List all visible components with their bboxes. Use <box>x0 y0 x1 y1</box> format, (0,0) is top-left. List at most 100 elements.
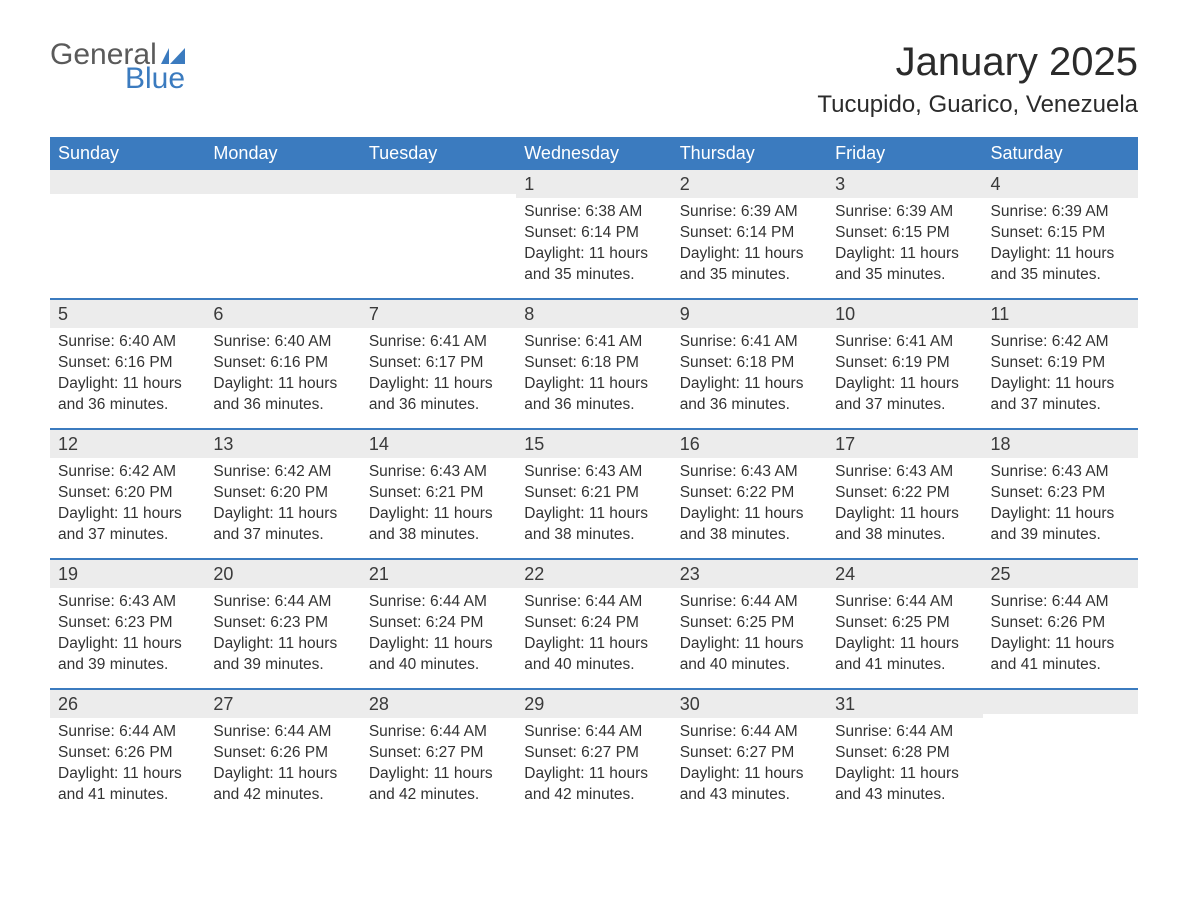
day-number: 10 <box>827 300 982 328</box>
daylight-line-2: and 35 minutes. <box>991 265 1130 286</box>
day-cell: 10Sunrise: 6:41 AMSunset: 6:19 PMDayligh… <box>827 300 982 428</box>
sunset-line: Sunset: 6:21 PM <box>369 483 508 504</box>
daylight-line-2: and 38 minutes. <box>369 525 508 546</box>
sunset-line: Sunset: 6:15 PM <box>835 223 974 244</box>
sunrise-line: Sunrise: 6:44 AM <box>58 722 197 743</box>
day-cell: 5Sunrise: 6:40 AMSunset: 6:16 PMDaylight… <box>50 300 205 428</box>
day-cell: 31Sunrise: 6:44 AMSunset: 6:28 PMDayligh… <box>827 690 982 818</box>
daylight-line-1: Daylight: 11 hours <box>524 764 663 785</box>
daylight-line-1: Daylight: 11 hours <box>835 504 974 525</box>
sunrise-line: Sunrise: 6:44 AM <box>524 592 663 613</box>
day-cell: 21Sunrise: 6:44 AMSunset: 6:24 PMDayligh… <box>361 560 516 688</box>
daylight-line-1: Daylight: 11 hours <box>524 374 663 395</box>
day-cell: 7Sunrise: 6:41 AMSunset: 6:17 PMDaylight… <box>361 300 516 428</box>
sunset-line: Sunset: 6:26 PM <box>213 743 352 764</box>
sunset-line: Sunset: 6:25 PM <box>680 613 819 634</box>
day-number: 12 <box>50 430 205 458</box>
daylight-line-1: Daylight: 11 hours <box>991 374 1130 395</box>
sunset-line: Sunset: 6:17 PM <box>369 353 508 374</box>
sunset-line: Sunset: 6:23 PM <box>991 483 1130 504</box>
sunrise-line: Sunrise: 6:44 AM <box>524 722 663 743</box>
week-row: 1Sunrise: 6:38 AMSunset: 6:14 PMDaylight… <box>50 170 1138 298</box>
sunrise-line: Sunrise: 6:42 AM <box>213 462 352 483</box>
day-cell: 12 Sunrise: 6:42 AMSunset: 6:20 PMDayligh… <box>50 430 205 558</box>
day-number: 16 <box>672 430 827 458</box>
daylight-line-2: and 38 minutes. <box>680 525 819 546</box>
sunset-line: Sunset: 6:24 PM <box>524 613 663 634</box>
daylight-line-2: and 38 minutes. <box>524 525 663 546</box>
sunrise-line: Sunrise: 6:39 AM <box>991 202 1130 223</box>
weekday-header: Thursday <box>672 137 827 170</box>
day-number: 5 <box>50 300 205 328</box>
day-number: 22 <box>516 560 671 588</box>
day-cell <box>50 170 205 298</box>
daylight-line-1: Daylight: 11 hours <box>835 634 974 655</box>
daylight-line-2: and 36 minutes. <box>369 395 508 416</box>
day-cell: 1Sunrise: 6:38 AMSunset: 6:14 PMDaylight… <box>516 170 671 298</box>
day-cell: 15Sunrise: 6:43 AMSunset: 6:21 PMDayligh… <box>516 430 671 558</box>
day-number: 31 <box>827 690 982 718</box>
day-cell: 16Sunrise: 6:43 AMSunset: 6:22 PMDayligh… <box>672 430 827 558</box>
daylight-line-1: Daylight: 11 hours <box>369 374 508 395</box>
daylight-line-1: Daylight: 11 hours <box>369 634 508 655</box>
day-number: 18 <box>983 430 1138 458</box>
daylight-line-1: Daylight: 11 hours <box>680 244 819 265</box>
daylight-line-1: Daylight: 11 hours <box>524 244 663 265</box>
brand-word-2: Blue <box>125 64 185 94</box>
day-cell: 27Sunrise: 6:44 AMSunset: 6:26 PMDayligh… <box>205 690 360 818</box>
daylight-line-2: and 37 minutes. <box>991 395 1130 416</box>
sunset-line: Sunset: 6:15 PM <box>991 223 1130 244</box>
day-number: 7 <box>361 300 516 328</box>
daylight-line-1: Daylight: 11 hours <box>524 504 663 525</box>
day-number: 19 <box>50 560 205 588</box>
day-cell <box>361 170 516 298</box>
daylight-line-1: Daylight: 11 hours <box>524 634 663 655</box>
sunrise-line: Sunrise: 6:44 AM <box>835 592 974 613</box>
sunset-line: Sunset: 6:14 PM <box>680 223 819 244</box>
day-cell: 30Sunrise: 6:44 AMSunset: 6:27 PMDayligh… <box>672 690 827 818</box>
day-number <box>983 690 1138 714</box>
sunrise-line: Sunrise: 6:40 AM <box>58 332 197 353</box>
daylight-line-1: Daylight: 11 hours <box>58 504 197 525</box>
sunset-line: Sunset: 6:19 PM <box>835 353 974 374</box>
weekday-header-row: Sunday Monday Tuesday Wednesday Thursday… <box>50 137 1138 170</box>
sunrise-line: Sunrise: 6:42 AM <box>58 462 197 483</box>
sunrise-line: Sunrise: 6:42 AM <box>991 332 1130 353</box>
daylight-line-2: and 40 minutes. <box>524 655 663 676</box>
day-cell: 4Sunrise: 6:39 AMSunset: 6:15 PMDaylight… <box>983 170 1138 298</box>
sunrise-line: Sunrise: 6:44 AM <box>680 722 819 743</box>
calendar: Sunday Monday Tuesday Wednesday Thursday… <box>50 137 1138 818</box>
week-row: 5Sunrise: 6:40 AMSunset: 6:16 PMDaylight… <box>50 298 1138 428</box>
daylight-line-2: and 37 minutes. <box>835 395 974 416</box>
daylight-line-2: and 40 minutes. <box>680 655 819 676</box>
sunrise-line: Sunrise: 6:44 AM <box>213 722 352 743</box>
sunset-line: Sunset: 6:24 PM <box>369 613 508 634</box>
sunset-line: Sunset: 6:22 PM <box>680 483 819 504</box>
sunrise-line: Sunrise: 6:44 AM <box>835 722 974 743</box>
day-cell: 6Sunrise: 6:40 AMSunset: 6:16 PMDaylight… <box>205 300 360 428</box>
daylight-line-2: and 40 minutes. <box>369 655 508 676</box>
daylight-line-2: and 41 minutes. <box>991 655 1130 676</box>
sunset-line: Sunset: 6:26 PM <box>58 743 197 764</box>
sunset-line: Sunset: 6:22 PM <box>835 483 974 504</box>
sunrise-line: Sunrise: 6:41 AM <box>524 332 663 353</box>
day-cell: 23Sunrise: 6:44 AMSunset: 6:25 PMDayligh… <box>672 560 827 688</box>
day-number: 27 <box>205 690 360 718</box>
location-subtitle: Tucupido, Guarico, Venezuela <box>817 91 1138 119</box>
sunset-line: Sunset: 6:23 PM <box>58 613 197 634</box>
day-cell: 28Sunrise: 6:44 AMSunset: 6:27 PMDayligh… <box>361 690 516 818</box>
day-cell: 25Sunrise: 6:44 AMSunset: 6:26 PMDayligh… <box>983 560 1138 688</box>
sunset-line: Sunset: 6:27 PM <box>680 743 819 764</box>
weekday-header: Monday <box>205 137 360 170</box>
day-number: 28 <box>361 690 516 718</box>
daylight-line-1: Daylight: 11 hours <box>680 634 819 655</box>
sunrise-line: Sunrise: 6:41 AM <box>835 332 974 353</box>
weeks-container: 1Sunrise: 6:38 AMSunset: 6:14 PMDaylight… <box>50 170 1138 818</box>
sunset-line: Sunset: 6:20 PM <box>58 483 197 504</box>
sunset-line: Sunset: 6:26 PM <box>991 613 1130 634</box>
week-row: 19Sunrise: 6:43 AMSunset: 6:23 PMDayligh… <box>50 558 1138 688</box>
daylight-line-2: and 36 minutes. <box>524 395 663 416</box>
day-cell: 11Sunrise: 6:42 AMSunset: 6:19 PMDayligh… <box>983 300 1138 428</box>
sunrise-line: Sunrise: 6:44 AM <box>213 592 352 613</box>
daylight-line-2: and 36 minutes. <box>680 395 819 416</box>
